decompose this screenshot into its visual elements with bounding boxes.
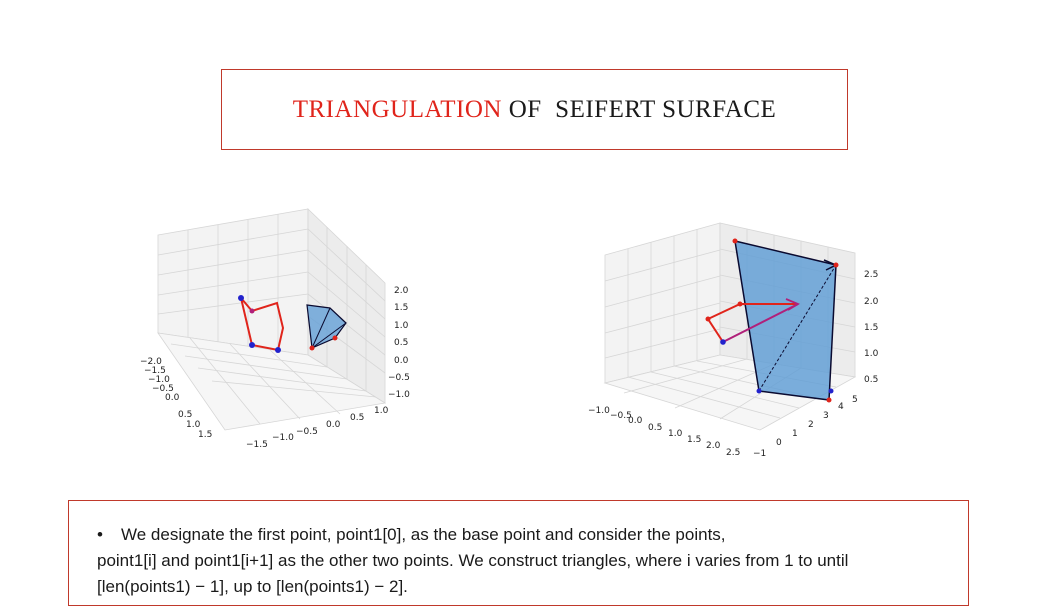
left-z-tick: 0.0 bbox=[394, 356, 409, 366]
left-z-tick: −0.5 bbox=[388, 373, 410, 383]
title-highlight: TRIANGULATION bbox=[292, 95, 502, 123]
left-z-tick: 1.5 bbox=[394, 303, 408, 313]
left-x-tick: −0.5 bbox=[152, 384, 174, 394]
left-curve bbox=[238, 295, 285, 353]
right-x-tick: −1.0 bbox=[588, 406, 610, 416]
left-y-tick: −0.5 bbox=[296, 427, 318, 437]
right-3d-plot: 2.5 2.0 1.5 1.0 0.5 −1.0 −0.5 0.0 0.5 1.… bbox=[580, 205, 900, 470]
left-x-tick: 0.5 bbox=[178, 410, 192, 420]
right-x-tick: 2.0 bbox=[706, 441, 721, 451]
right-x-tick: 2.5 bbox=[726, 448, 740, 458]
description-line: • We designate the first point, point1[0]… bbox=[97, 522, 944, 548]
right-x-tick: 0.0 bbox=[628, 416, 643, 426]
right-z-tick: 0.5 bbox=[864, 375, 878, 385]
left-y-tick: −1.5 bbox=[246, 440, 268, 450]
right-y-tick: 1 bbox=[792, 429, 798, 439]
title-rest: OF SEIFERT SURFACE bbox=[501, 95, 777, 123]
right-y-tick: 5 bbox=[852, 395, 858, 405]
right-y-tick: 0 bbox=[776, 438, 782, 448]
left-x-tick: −2.0 bbox=[140, 357, 162, 367]
right-z-tick: 1.5 bbox=[864, 323, 878, 333]
left-grid bbox=[157, 208, 387, 431]
right-z-tick: 2.5 bbox=[864, 270, 878, 280]
left-z-ticks: 2.0 1.5 1.0 0.5 0.0 −0.5 −1.0 bbox=[388, 286, 410, 400]
left-z-tick: 2.0 bbox=[394, 286, 409, 296]
right-y-tick: 3 bbox=[823, 411, 829, 421]
left-z-tick: 0.5 bbox=[394, 338, 408, 348]
description-text: We designate the first point, point1[0],… bbox=[121, 525, 726, 544]
right-surface bbox=[732, 238, 839, 403]
right-x-tick: 1.5 bbox=[687, 435, 701, 445]
left-surface bbox=[306, 304, 347, 351]
right-x-tick: 1.0 bbox=[668, 429, 683, 439]
left-y-tick: 1.0 bbox=[374, 406, 389, 416]
left-x-tick: 1.5 bbox=[198, 430, 212, 440]
right-y-tick: 4 bbox=[838, 402, 844, 412]
right-curve bbox=[705, 298, 800, 345]
right-plot-svg: 2.5 2.0 1.5 1.0 0.5 −1.0 −0.5 0.0 0.5 1.… bbox=[588, 222, 879, 459]
left-y-tick: 0.0 bbox=[326, 420, 341, 430]
slide-title: TRIANGULATION OF SEIFERT SURFACE bbox=[221, 69, 848, 150]
left-x-tick: 1.0 bbox=[186, 420, 201, 430]
right-x-tick: 0.5 bbox=[648, 423, 662, 433]
description-line: [len(points1) − 1], up to [len(points1) … bbox=[97, 577, 408, 596]
right-y-tick: −1 bbox=[753, 449, 766, 459]
left-plot-svg: 2.0 1.5 1.0 0.5 0.0 −0.5 −1.0 −2.0 −1.5 … bbox=[140, 208, 410, 450]
description-line: point1[i] and point1[i+1] as the other t… bbox=[97, 551, 849, 570]
bullet: • bbox=[97, 525, 103, 544]
description-box: • We designate the first point, point1[0]… bbox=[68, 500, 969, 606]
right-y-tick: 2 bbox=[808, 420, 814, 430]
right-z-ticks: 2.5 2.0 1.5 1.0 0.5 bbox=[864, 270, 879, 385]
left-y-tick: 0.5 bbox=[350, 413, 364, 423]
left-x-ticks: −2.0 −1.5 −1.0 −0.5 0.0 0.5 1.0 1.5 bbox=[140, 357, 212, 440]
right-z-tick: 1.0 bbox=[864, 349, 879, 359]
left-z-tick: −1.0 bbox=[388, 390, 410, 400]
left-y-tick: −1.0 bbox=[272, 433, 294, 443]
left-z-tick: 1.0 bbox=[394, 321, 409, 331]
right-y-ticks: −1 0 1 2 3 4 5 bbox=[753, 395, 858, 459]
left-3d-plot: 2.0 1.5 1.0 0.5 0.0 −0.5 −1.0 −2.0 −1.5 … bbox=[130, 195, 430, 465]
left-y-ticks: −1.5 −1.0 −0.5 0.0 0.5 1.0 bbox=[246, 406, 389, 450]
left-x-tick: 0.0 bbox=[165, 393, 180, 403]
right-x-ticks: −1.0 −0.5 0.0 0.5 1.0 1.5 2.0 2.5 bbox=[588, 406, 740, 458]
right-z-tick: 2.0 bbox=[864, 297, 879, 307]
left-x-tick: −1.5 bbox=[144, 366, 166, 376]
right-x-tick: −0.5 bbox=[610, 411, 632, 421]
left-x-tick: −1.0 bbox=[148, 375, 170, 385]
